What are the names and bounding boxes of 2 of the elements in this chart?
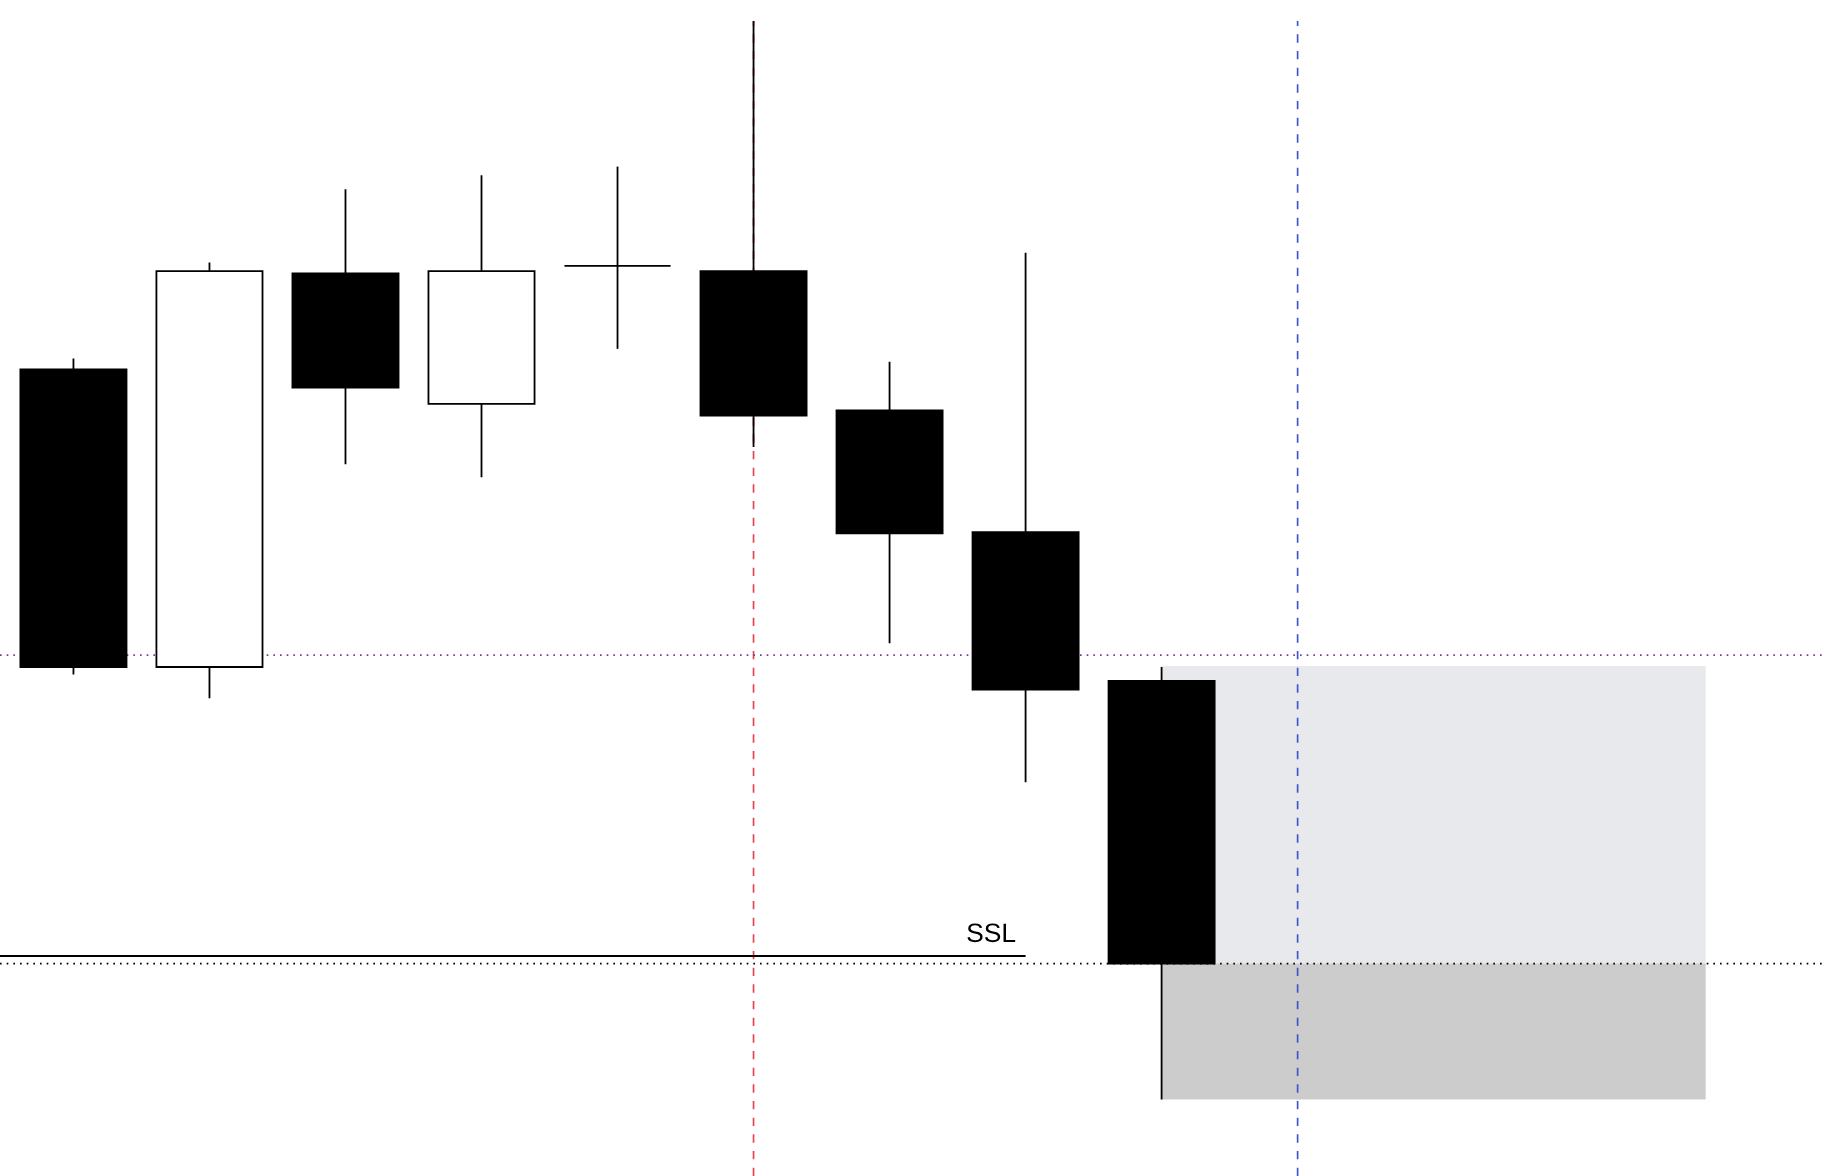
candlestick [563, 165, 672, 350]
ref-line-label: SSL [967, 923, 1016, 943]
